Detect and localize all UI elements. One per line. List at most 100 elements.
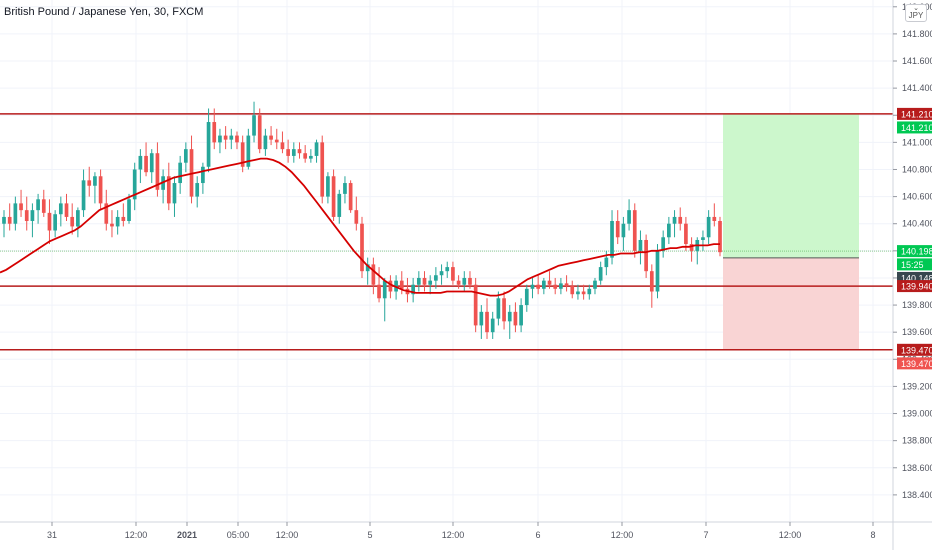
price-tick-label: 141.000 <box>902 137 932 147</box>
candle-body <box>519 305 523 326</box>
target-zone[interactable] <box>723 113 859 258</box>
price-badge-label: 141.210 <box>901 123 932 133</box>
interval: 30 <box>153 6 167 18</box>
candle-body <box>564 283 569 287</box>
price-badge <box>897 343 932 356</box>
candle-body <box>206 122 211 167</box>
candle-body <box>553 284 558 289</box>
candle-body <box>468 277 472 285</box>
symbol-title: British Pound / Japanese Yen, 30, FXCM <box>4 6 204 18</box>
time-tick-label: 31 <box>47 530 57 540</box>
price-tick-label: 138.400 <box>902 490 932 500</box>
stop-zone[interactable] <box>723 257 859 350</box>
candle-body <box>632 210 637 251</box>
price-tick-label: 139.000 <box>902 409 932 419</box>
price-badge <box>897 280 932 293</box>
price-badge <box>897 258 932 271</box>
candle-body <box>144 155 148 173</box>
candle-body <box>121 216 126 222</box>
candle-body <box>439 271 444 276</box>
candle-body <box>47 212 52 231</box>
candle-body <box>479 311 484 326</box>
price-badge-label: 139.940 <box>901 282 932 292</box>
price-tick-label: 141.600 <box>902 56 932 66</box>
candle-body <box>286 149 290 156</box>
price-tick-label: 138.800 <box>902 436 932 446</box>
price-badge-label: 141.210 <box>901 109 932 119</box>
candle-body <box>291 149 296 156</box>
candle-body <box>581 291 586 295</box>
candle-body <box>149 153 154 173</box>
candle-body <box>473 284 478 326</box>
candle-body <box>155 153 160 190</box>
symbol-name: British Pound / Japanese Yen <box>4 6 148 18</box>
candle-body <box>672 216 677 224</box>
price-tick-label: 140.800 <box>902 164 932 174</box>
candle-body <box>462 277 467 285</box>
currency-label: JPY <box>908 11 924 20</box>
candle-body <box>235 135 239 143</box>
price-tick-label: 138.600 <box>902 463 932 473</box>
candle-body <box>53 214 57 231</box>
candle-body <box>593 280 597 289</box>
candle-body <box>621 223 626 238</box>
candle-body <box>326 176 330 197</box>
candle-body <box>496 298 501 319</box>
candle-body <box>655 250 660 292</box>
candle-body <box>667 223 671 238</box>
candle-body <box>223 135 228 140</box>
time-tick-label: 8 <box>870 530 875 540</box>
price-badge <box>897 121 932 134</box>
candle-body <box>229 135 234 140</box>
candle-body <box>388 280 393 292</box>
candle-body <box>309 155 313 159</box>
time-tick-label: 12:00 <box>276 530 299 540</box>
candle-body <box>348 183 353 211</box>
moving-average-line <box>0 157 720 297</box>
candle-body <box>644 239 648 272</box>
candle-body <box>598 267 603 281</box>
candle-body <box>331 176 336 217</box>
currency-selector[interactable]: ⌄ JPY <box>905 4 927 22</box>
time-tick-label: 5 <box>367 530 372 540</box>
time-tick-label: 7 <box>703 530 708 540</box>
candle-body <box>13 203 18 224</box>
candle-body <box>371 264 376 285</box>
candle-body <box>98 176 103 204</box>
candle-body <box>445 267 450 272</box>
price-tick-label: 140.400 <box>902 219 932 229</box>
candle-body <box>104 203 109 224</box>
candle-body <box>604 257 609 268</box>
candle-body <box>218 135 222 143</box>
candle-body <box>684 223 688 245</box>
candle-body <box>399 280 404 289</box>
price-badge-label: 140.148 <box>901 273 932 283</box>
candle-body <box>183 149 188 163</box>
price-badge-label: 139.470 <box>901 359 932 369</box>
candle-body <box>456 280 461 285</box>
candle-body <box>93 176 97 186</box>
candle-body <box>507 311 512 322</box>
candle-body <box>451 267 455 281</box>
candle-body <box>110 223 114 227</box>
candle-body <box>485 311 489 333</box>
price-tick-label: 139.200 <box>902 381 932 391</box>
price-tick-label: 139.600 <box>902 327 932 337</box>
price-badge-label: 139.470 <box>901 345 932 355</box>
candle-body <box>343 183 347 194</box>
candle-body <box>541 280 546 289</box>
price-tick-label: 141.800 <box>902 29 932 39</box>
candle-body <box>627 210 631 224</box>
candle-body <box>524 288 529 306</box>
candle-body <box>138 155 143 170</box>
candle-body <box>689 244 694 251</box>
price-badge-label: 15:25 <box>901 260 924 270</box>
candle-body <box>649 271 654 292</box>
candle-body <box>87 180 92 186</box>
candle-body <box>64 203 69 217</box>
candle-body <box>132 169 137 200</box>
candle-body <box>718 221 722 253</box>
candle-body <box>314 142 319 156</box>
